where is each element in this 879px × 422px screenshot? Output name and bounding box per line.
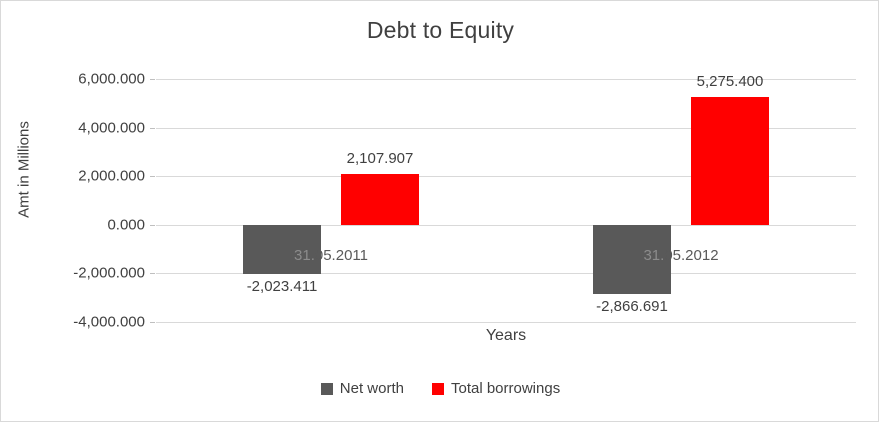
bar-value-label: -2,023.411 <box>246 277 318 295</box>
x-axis-category-label: 31.05.2011 <box>294 246 368 264</box>
bar-net-worth[interactable] <box>593 224 671 295</box>
bar-net-worth[interactable] <box>243 224 321 274</box>
bar-value-label: 2,107.907 <box>346 149 414 167</box>
gridline <box>156 322 856 323</box>
y-axis-tick <box>150 176 155 178</box>
legend-swatch-icon <box>431 382 444 395</box>
bar-value-label: 5,275.400 <box>696 72 764 90</box>
legend-item[interactable]: Net worth <box>320 380 404 397</box>
y-axis-tick <box>150 224 155 226</box>
y-axis-tick-label: 0.000 <box>107 216 145 234</box>
y-axis-title: Amt in Millions <box>15 121 33 218</box>
y-axis-tick <box>150 127 155 129</box>
gridline <box>156 127 856 129</box>
x-axis-category-label: 31.05.2012 <box>643 246 719 264</box>
gridline <box>156 79 856 80</box>
bar-value-label: -2,866.691 <box>596 298 668 316</box>
legend-label: Total borrowings <box>450 380 561 397</box>
legend-swatch-icon <box>320 382 333 395</box>
y-axis-tick-label: 2,000.000 <box>78 167 145 185</box>
gridline <box>156 273 856 275</box>
legend-label: Net worth <box>339 380 404 397</box>
bar-total-borrowings[interactable] <box>341 173 419 225</box>
legend-item[interactable]: Total borrowings <box>431 380 561 397</box>
y-axis-tick <box>150 273 155 275</box>
chart-title: Debt to Equity <box>366 17 515 43</box>
gridline <box>156 176 856 178</box>
y-axis-tick-label: 4,000.000 <box>78 119 145 137</box>
chart-legend: Net worth Total borrowings <box>1 380 878 397</box>
plot-area: 6,000.000 4,000.000 2,000.000 0.000 -2,000.0… <box>73 71 856 331</box>
y-axis-tick-label: -2,000.000 <box>73 264 145 282</box>
y-axis-tick-label: -4,000.000 <box>73 313 145 331</box>
y-axis-tick <box>150 79 155 80</box>
y-axis-tick <box>150 322 155 323</box>
bar-total-borrowings[interactable] <box>691 96 769 225</box>
y-axis-tick-label: 6,000.000 <box>78 70 145 88</box>
gridline <box>156 224 856 226</box>
x-axis-title: Years <box>485 327 527 344</box>
